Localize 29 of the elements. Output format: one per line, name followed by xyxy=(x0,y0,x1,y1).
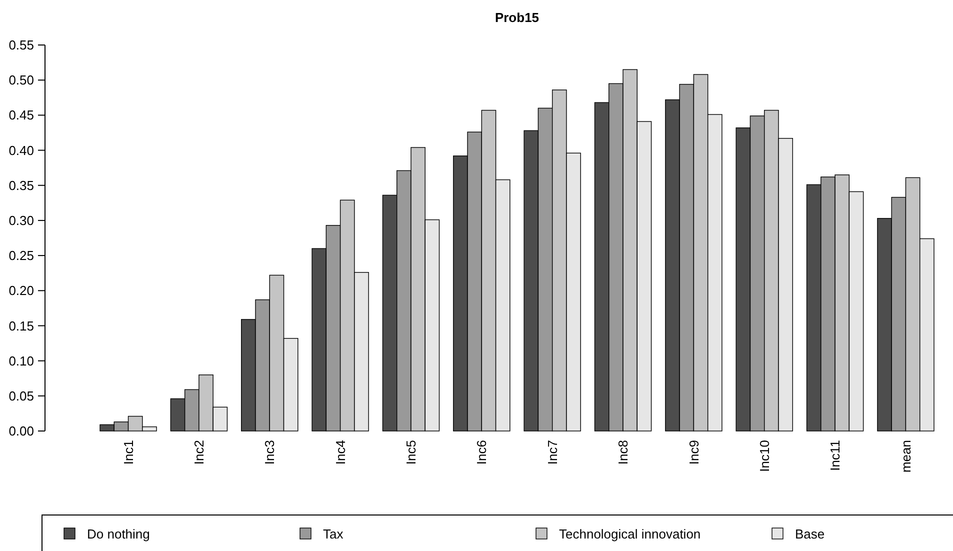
x-tick-label: Inc4 xyxy=(332,440,348,465)
x-tick-label: Inc6 xyxy=(474,440,490,465)
y-tick-label: 0.35 xyxy=(8,178,34,193)
y-tick-label: 0.50 xyxy=(8,72,34,88)
x-tick-label: Inc10 xyxy=(756,440,772,472)
y-tick-label: 0.05 xyxy=(8,388,34,404)
y-tick-label: 0.00 xyxy=(8,424,34,439)
x-tick-label: Inc7 xyxy=(544,440,560,465)
x-tick-label: Inc3 xyxy=(262,440,278,465)
y-tick-label: 0.40 xyxy=(8,142,34,158)
y-tick-label: 0.55 xyxy=(8,38,34,53)
legend-label: Base xyxy=(795,526,825,542)
x-tick-label: mean xyxy=(898,440,914,473)
x-tick-label: Inc2 xyxy=(192,440,206,465)
x-tick-label: Inc1 xyxy=(120,440,136,465)
y-tick-label: 0.10 xyxy=(8,353,34,368)
x-tick-label: Inc11 xyxy=(828,440,843,471)
legend-label: Tax xyxy=(323,526,344,542)
x-tick-label: Inc5 xyxy=(404,440,419,465)
y-tick-label: 0.15 xyxy=(8,318,34,334)
y-tick-label: 0.45 xyxy=(8,108,34,123)
y-tick-label: 0.20 xyxy=(8,283,34,298)
x-tick-label: Inc9 xyxy=(686,440,702,465)
y-tick-label: 0.25 xyxy=(8,248,34,264)
legend-label: Do nothing xyxy=(87,526,150,542)
chart-title: Prob15 xyxy=(494,10,540,25)
legend-label: Technological innovation xyxy=(559,526,701,542)
y-tick-label: 0.30 xyxy=(8,213,34,228)
x-tick-label: Inc8 xyxy=(616,440,631,465)
